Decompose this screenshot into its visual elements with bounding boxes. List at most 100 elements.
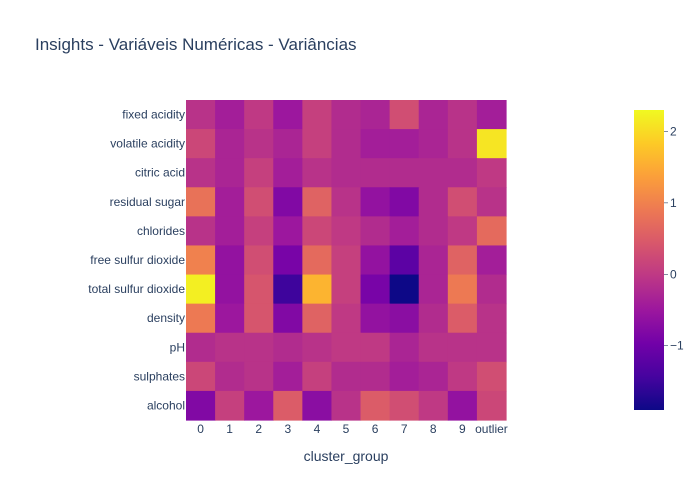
heatmap-cell: [447, 274, 478, 305]
heatmap-cell: [244, 216, 274, 247]
heatmap-cell: [418, 216, 449, 247]
heatmap-cell: [215, 216, 245, 247]
heatmap-cell: [215, 274, 245, 305]
heatmap-cell: [360, 245, 391, 276]
x-tick-label: 8: [430, 422, 437, 436]
heatmap-cell: [273, 245, 303, 276]
heatmap-cell: [418, 187, 449, 217]
heatmap-cell: [331, 216, 362, 247]
colorbar-tick-label: −1: [670, 339, 684, 353]
heatmap-cell: [331, 274, 362, 305]
colorbar-tick-label: 2: [670, 124, 677, 138]
heatmap-cell: [331, 129, 362, 159]
heatmap-cell: [273, 390, 303, 421]
colorbar-gradient: [634, 110, 664, 410]
heatmap-cell: [389, 390, 420, 421]
heatmap-cell: [360, 216, 391, 247]
heatmap-cell: [447, 303, 478, 334]
heatmap-cell: [389, 100, 420, 130]
heatmap-cell: [360, 274, 391, 305]
x-tick-label: 2: [255, 422, 262, 436]
heatmap-cell: [215, 390, 245, 421]
heatmap-cell: [447, 361, 478, 392]
heatmap-cell: [447, 390, 478, 421]
heatmap-cell: [389, 187, 420, 217]
y-tick-label: sulphates: [134, 369, 185, 383]
heatmap-cell: [447, 245, 478, 276]
x-tick-label: 1: [226, 422, 233, 436]
heatmap-cell: [302, 187, 333, 217]
heatmap-cell: [418, 245, 449, 276]
heatmap-cell: [476, 390, 507, 421]
heatmap-cell: [331, 245, 362, 276]
y-tick-label: free sulfur dioxide: [90, 253, 185, 267]
heatmap-cell: [476, 245, 507, 276]
heatmap-cell: [244, 245, 274, 276]
y-tick-label: density: [147, 311, 185, 325]
heatmap-cells: [186, 100, 507, 421]
heatmap-cell: [273, 100, 303, 130]
heatmap-cell: [360, 332, 391, 363]
colorbar-ticks: −1 0 1 2: [664, 124, 684, 353]
heatmap-cell: [476, 361, 507, 392]
y-tick-label: volatile acidity: [110, 137, 185, 151]
heatmap-cell: [360, 100, 391, 130]
x-tick-label: 3: [284, 422, 291, 436]
heatmap-cell: [447, 129, 478, 159]
heatmap-cell: [302, 274, 333, 305]
heatmap-cell: [215, 187, 245, 217]
heatmap-cell: [389, 129, 420, 159]
x-axis-title: cluster_group: [304, 448, 389, 464]
x-tick-label: 0: [197, 422, 204, 436]
heatmap-cell: [476, 274, 507, 305]
heatmap-cell: [186, 129, 216, 159]
x-tick-label: outlier: [475, 422, 508, 436]
heatmap-cell: [302, 129, 333, 159]
heatmap-cell: [244, 129, 274, 159]
heatmap-cell: [273, 216, 303, 247]
colorbar: −1 0 1 2: [634, 110, 684, 410]
heatmap-cell: [186, 303, 216, 334]
heatmap-cell: [418, 158, 449, 188]
heatmap-cell: [273, 274, 303, 305]
x-tick-label: 4: [314, 422, 321, 436]
heatmap-cell: [186, 274, 216, 305]
x-tick-label: 6: [372, 422, 379, 436]
heatmap-cell: [215, 245, 245, 276]
heatmap-cell: [302, 390, 333, 421]
y-tick-label: chlorides: [137, 224, 185, 238]
heatmap-cell: [186, 187, 216, 217]
heatmap-cell: [360, 303, 391, 334]
heatmap-cell: [447, 332, 478, 363]
y-tick-label: total sulfur dioxide: [88, 282, 185, 296]
colorbar-tick-label: 1: [670, 196, 677, 210]
heatmap-cell: [476, 187, 507, 217]
heatmap-cell: [389, 332, 420, 363]
heatmap-cell: [447, 187, 478, 217]
heatmap-cell: [244, 158, 274, 188]
heatmap-cell: [186, 216, 216, 247]
heatmap-cell: [215, 100, 245, 130]
heatmap-cell: [360, 129, 391, 159]
y-tick-label: residual sugar: [110, 195, 185, 209]
colorbar-tick-label: 0: [670, 267, 677, 281]
heatmap-cell: [186, 158, 216, 188]
chart-title: Insights - Variáveis Numéricas - Variânc…: [35, 35, 357, 54]
heatmap-cell: [418, 390, 449, 421]
heatmap-cell: [476, 216, 507, 247]
heatmap-cell: [215, 303, 245, 334]
heatmap-cell: [186, 361, 216, 392]
x-tick-labels: 0 1 2 3 4 5 6 7 8 9 outlier: [197, 422, 508, 436]
heatmap-cell: [389, 158, 420, 188]
heatmap-cell: [418, 361, 449, 392]
heatmap-cell: [244, 187, 274, 217]
heatmap-cell: [331, 390, 362, 421]
heatmap-cell: [447, 216, 478, 247]
heatmap-cell: [331, 187, 362, 217]
heatmap-cell: [476, 332, 507, 363]
heatmap-cell: [360, 187, 391, 217]
heatmap-cell: [186, 332, 216, 363]
heatmap-cell: [331, 361, 362, 392]
heatmap-cell: [360, 361, 391, 392]
